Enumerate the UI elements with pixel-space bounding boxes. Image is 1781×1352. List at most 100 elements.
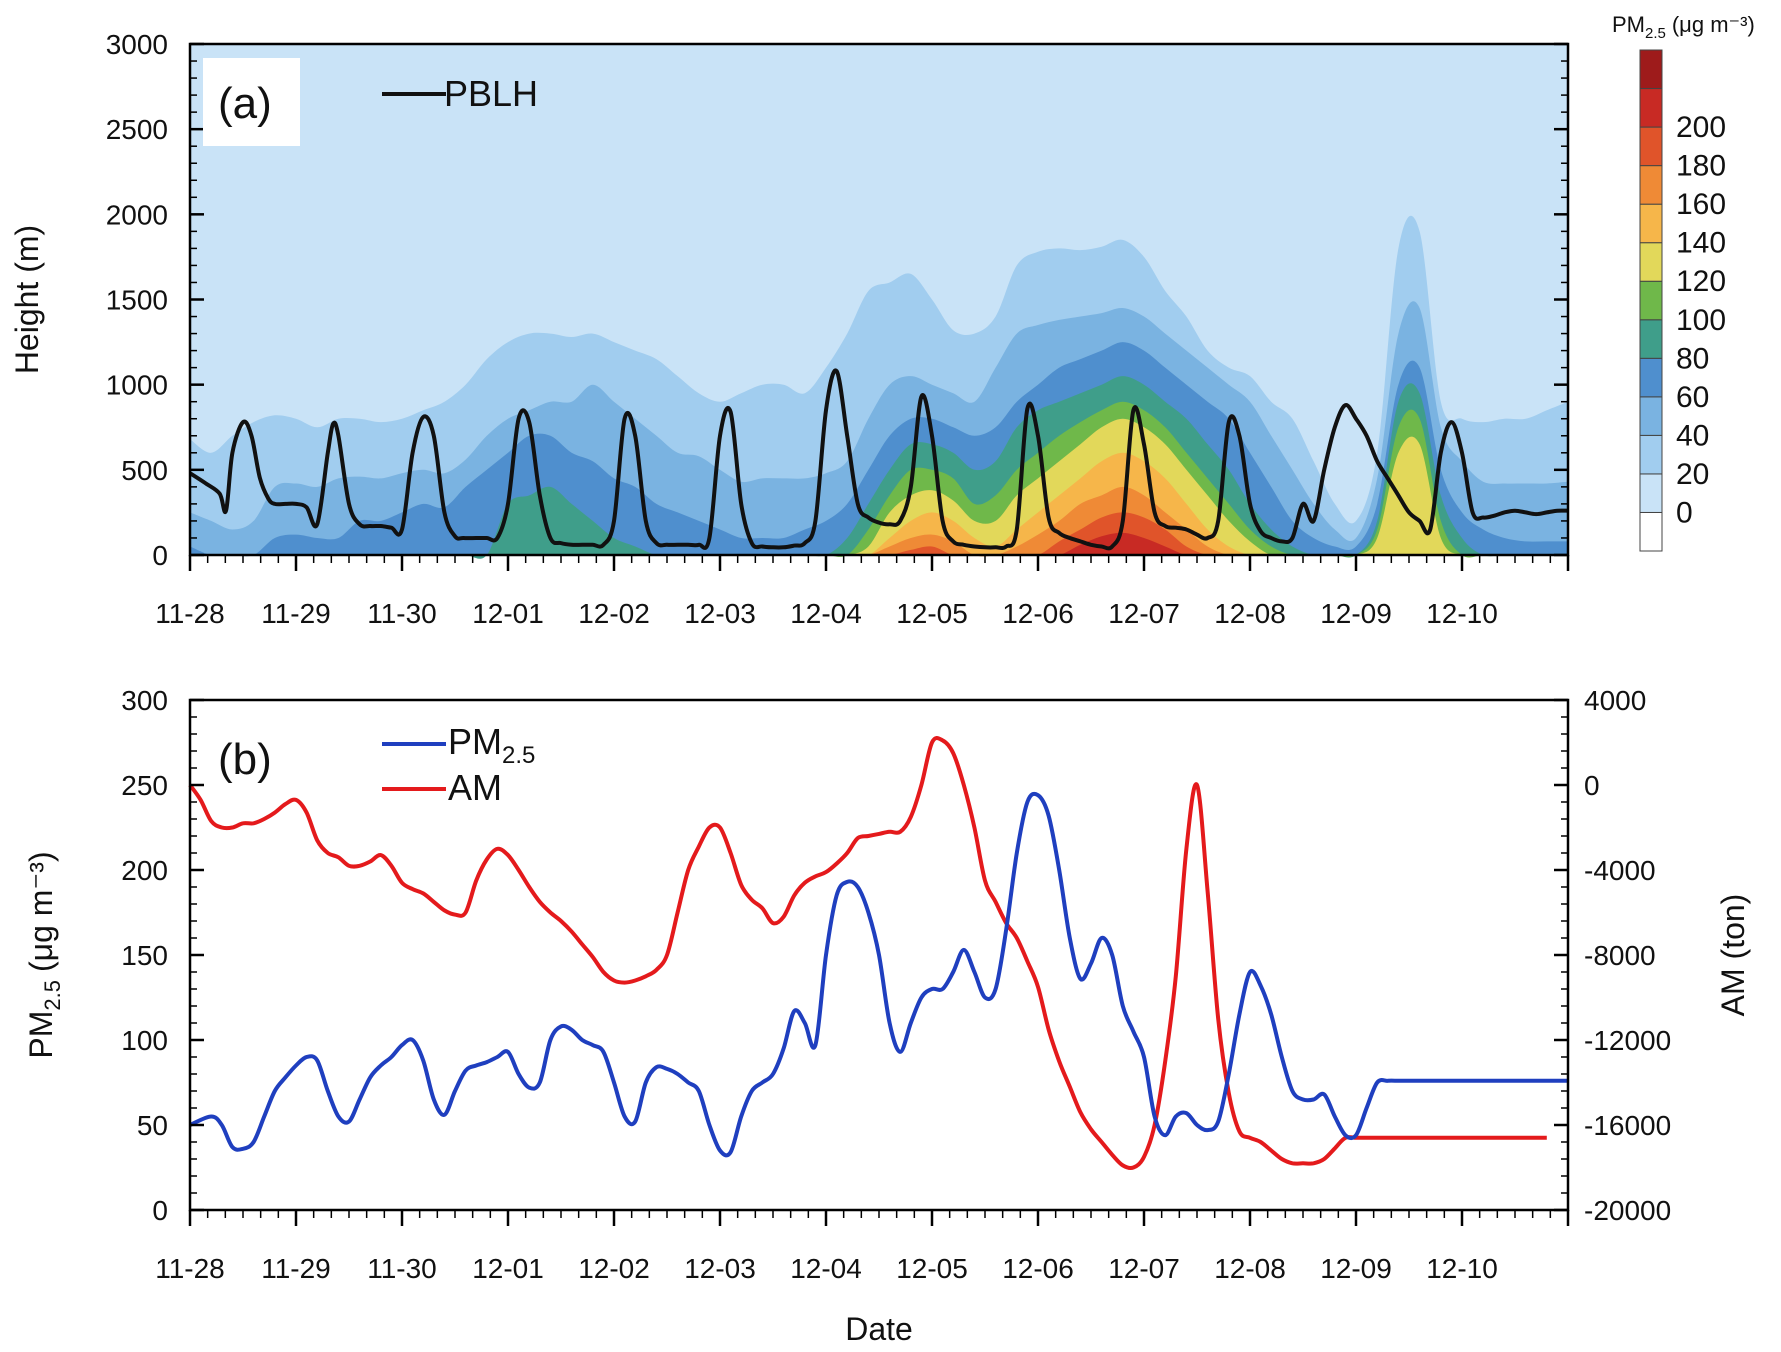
x-tick-label: 11-29 — [261, 1253, 331, 1284]
colorbar-box — [1639, 396, 1663, 436]
panel-a-axis-ticks — [188, 42, 1570, 571]
panel-a-y-tick-labels: 0 500 1000 1500 2000 2500 3000 — [106, 29, 168, 571]
panel-a-x-tick-labels: 11-28 11-29 11-30 12-01 12-02 12-03 12-04 12-05… — [155, 598, 1498, 629]
x-tick-label: 12-01 — [472, 598, 544, 629]
y-tick-label: 3000 — [106, 29, 168, 60]
colorbar-label: 40 — [1676, 419, 1709, 452]
colorbar-box — [1639, 280, 1663, 321]
x-tick-label: 12-10 — [1426, 1253, 1498, 1284]
colorbar-label: 80 — [1676, 342, 1709, 375]
colorbar-label: 120 — [1676, 265, 1726, 298]
colorbar-title-subscript: 2.5 — [1645, 25, 1666, 42]
x-tick-label: 12-04 — [790, 598, 862, 629]
x-tick-label: 12-04 — [790, 1253, 862, 1284]
pm25-line — [189, 791, 1568, 1158]
y2-tick-label: -16000 — [1584, 1110, 1671, 1141]
y2-tick-label: -12000 — [1584, 1025, 1671, 1056]
y-title-subscript: 2.5 — [40, 980, 65, 1011]
colorbar-title: PM2.5 (μg m⁻³) — [1612, 12, 1755, 42]
panel-a-legend-box — [203, 58, 300, 146]
panel-b-y2-tick-labels: -20000 -16000 -12000 -8000 -4000 0 4000 — [1584, 685, 1671, 1226]
x-tick-label: 12-08 — [1214, 598, 1286, 629]
x-tick-label: 12-10 — [1426, 598, 1498, 629]
panel-b: 0 50 100 150 200 250 300 -20000 -16000 -12000 -80… — [23, 685, 1751, 1347]
am-line — [188, 736, 1547, 1171]
legend-pm25-main: PM — [448, 721, 502, 762]
x-tick-label: 12-09 — [1320, 1253, 1392, 1284]
x-tick-label: 12-08 — [1214, 1253, 1286, 1284]
colorbar-title-unit: (μg m⁻³) — [1672, 12, 1755, 37]
colorbar-box — [1639, 88, 1663, 128]
colorbar-labels: 0 20 40 60 80 100 120 140 160 180 200 — [1676, 111, 1726, 529]
y-tick-label: 150 — [121, 940, 168, 971]
colorbar-box — [1639, 203, 1663, 244]
x-tick-label: 12-05 — [896, 598, 968, 629]
y-tick-label: 1500 — [106, 285, 168, 316]
panel-a-label: (a) — [218, 79, 272, 128]
colorbar-box — [1639, 473, 1663, 513]
colorbar-box — [1639, 165, 1663, 205]
pblh-line — [188, 368, 1569, 551]
y2-tick-label: 0 — [1584, 770, 1600, 801]
colorbar-label: 180 — [1676, 150, 1726, 183]
y-tick-label: 2500 — [106, 114, 168, 145]
x-tick-label: 12-07 — [1108, 598, 1180, 629]
x-tick-label: 12-03 — [684, 598, 756, 629]
y2-tick-label: -4000 — [1584, 855, 1656, 886]
panel-b-y-axis-title: PM2.5 (μg m⁻³) — [23, 851, 65, 1058]
colorbar — [1639, 49, 1663, 552]
colorbar-label: 20 — [1676, 458, 1709, 491]
y-tick-label: 300 — [121, 685, 168, 716]
y-tick-label: 0 — [152, 1195, 168, 1226]
x-tick-label: 12-02 — [578, 598, 650, 629]
panel-b-axis-ticks — [188, 698, 1570, 1226]
y-title-unit: (μg m⁻³) — [23, 851, 59, 972]
y-tick-label: 2000 — [106, 199, 168, 230]
colorbar-box — [1639, 511, 1663, 552]
y-title-main: PM — [23, 1011, 59, 1059]
colorbar-box — [1639, 126, 1663, 167]
panel-b-x-axis-title: Date — [845, 1311, 913, 1347]
x-tick-label: 11-28 — [155, 598, 225, 629]
colorbar-label: 160 — [1676, 188, 1726, 221]
y-tick-label: 250 — [121, 770, 168, 801]
colorbar-title-main: PM — [1612, 12, 1645, 37]
panel-b-y2-axis-title: AM (ton) — [1715, 894, 1751, 1017]
colorbar-label: 0 — [1676, 496, 1693, 529]
colorbar-label: 100 — [1676, 304, 1726, 337]
x-tick-label: 12-05 — [896, 1253, 968, 1284]
legend-am-label: AM — [448, 767, 502, 808]
colorbar-box — [1639, 357, 1663, 398]
x-tick-label: 11-29 — [261, 598, 331, 629]
colorbar-box — [1639, 242, 1663, 282]
panel-a-y-axis-title: Height (m) — [9, 225, 45, 374]
x-tick-label: 12-07 — [1108, 1253, 1180, 1284]
pm25-level-120 — [190, 418, 1568, 557]
y2-tick-label: -8000 — [1584, 940, 1656, 971]
y-tick-label: 100 — [121, 1025, 168, 1056]
y-tick-label: 1000 — [106, 370, 168, 401]
y-tick-label: 200 — [121, 855, 168, 886]
x-tick-label: 12-01 — [472, 1253, 544, 1284]
colorbar-label: 60 — [1676, 381, 1709, 414]
y2-tick-label: 4000 — [1584, 685, 1646, 716]
colorbar-box — [1639, 434, 1663, 475]
x-tick-label: 12-06 — [1002, 598, 1074, 629]
x-tick-label: 11-30 — [367, 1253, 437, 1284]
colorbar-box — [1639, 49, 1663, 90]
legend-pm25-label: PM2.5 — [448, 721, 535, 769]
legend-pm25-subscript: 2.5 — [502, 742, 535, 769]
panel-b-label: (b) — [218, 735, 272, 784]
legend-pblh-label: PBLH — [444, 73, 538, 114]
panel-b-x-tick-labels: 11-28 11-29 11-30 12-01 12-02 12-03 12-04 12-05… — [155, 1253, 1498, 1284]
y-tick-label: 500 — [121, 455, 168, 486]
colorbar-label: 200 — [1676, 111, 1726, 144]
y-tick-label: 50 — [137, 1110, 168, 1141]
y2-tick-label: -20000 — [1584, 1195, 1671, 1226]
colorbar-box — [1639, 319, 1663, 359]
x-tick-label: 12-03 — [684, 1253, 756, 1284]
x-tick-label: 11-28 — [155, 1253, 225, 1284]
colorbar-label: 140 — [1676, 227, 1726, 260]
